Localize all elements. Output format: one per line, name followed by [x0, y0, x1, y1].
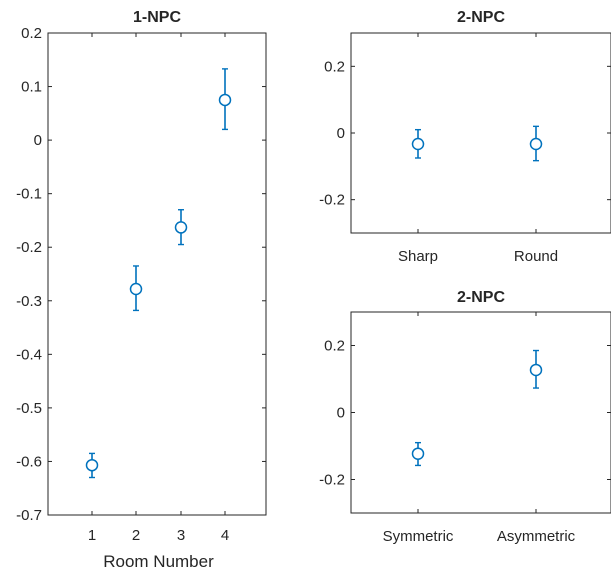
y-tick-label: 0.2 [21, 25, 42, 42]
y-tick-label: -0.2 [319, 192, 345, 209]
data-point [411, 447, 425, 460]
x-tick-label: Round [514, 248, 558, 265]
panel-3: 2-NPC 0.2 0 -0.2 Symmetric Asymmetric [319, 289, 611, 545]
data-point [529, 363, 543, 377]
axes-frame [47, 32, 267, 516]
y-tick-label: 0.1 [21, 79, 42, 96]
panel-2: 2-NPC 0.2 0 -0.2 Sharp Round [319, 9, 611, 265]
y-tick-label: 0 [337, 405, 345, 422]
chart-title: 2-NPC [457, 289, 505, 306]
y-tick-label: -0.3 [16, 293, 42, 310]
x-tick-label: Asymmetric [497, 528, 576, 545]
data-point [85, 458, 99, 472]
chart-title: 1-NPC [133, 9, 181, 26]
data-point [529, 137, 543, 151]
y-tick-label: -0.2 [319, 472, 345, 489]
data-point [129, 282, 143, 296]
axes-frame [350, 32, 611, 234]
y-tick-label: -0.1 [16, 186, 42, 203]
x-axis-label: Room Number [103, 552, 214, 571]
x-tick-label: Symmetric [383, 528, 454, 545]
y-tick-label: 0 [34, 132, 42, 149]
x-tick-label: 2 [132, 527, 140, 544]
y-tick-label: 0.2 [324, 338, 345, 355]
axes-frame [350, 311, 611, 514]
data-point [174, 221, 188, 234]
x-tick-label: 4 [221, 527, 229, 544]
y-tick-label: 0 [337, 125, 345, 142]
data-point [218, 93, 232, 107]
y-tick-label: -0.4 [16, 346, 42, 363]
y-tick-label: -0.6 [16, 453, 42, 470]
y-tick-label: 0.2 [324, 58, 345, 75]
x-tick-label: 1 [88, 527, 96, 544]
chart-title: 2-NPC [457, 9, 505, 26]
data-point [411, 137, 425, 151]
y-tick-label: -0.2 [16, 239, 42, 256]
x-tick-label: 3 [177, 527, 185, 544]
panel-1: 1-NPC 0.2 0.1 0 -0.1 -0.2 -0.3 -0.4 -0.5 -0.6 -0.7… [16, 9, 267, 571]
x-tick-label: Sharp [398, 248, 438, 265]
y-tick-label: -0.5 [16, 400, 42, 417]
y-tick-label: -0.7 [16, 507, 42, 524]
